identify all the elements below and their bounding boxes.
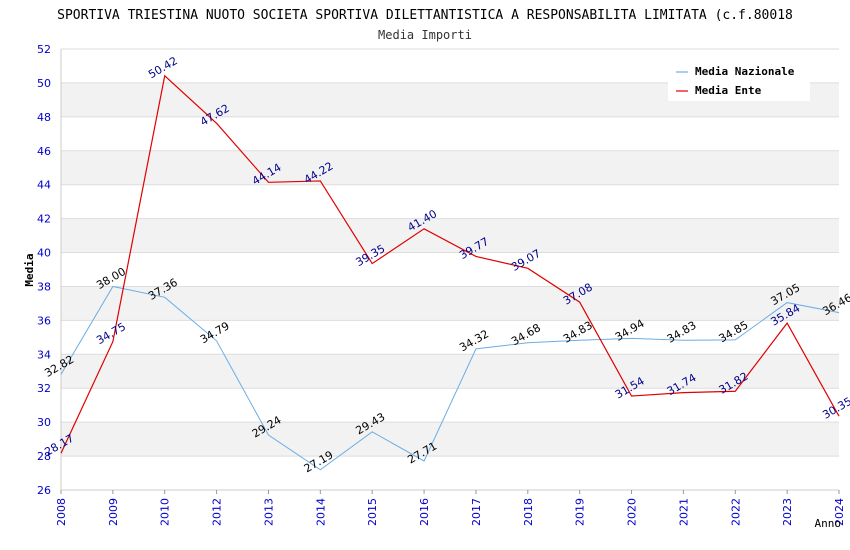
- x-axis-label: Anno: [815, 517, 842, 530]
- y-tick-label: 30: [37, 416, 51, 429]
- y-axis-label: Media: [23, 253, 36, 286]
- x-tick-label: 2014: [314, 498, 327, 526]
- gridlines: [61, 48, 839, 491]
- x-axis-ticks: 2008 2009 2010 2012 2013 2014 2015 2016 2017 2018…: [55, 490, 846, 526]
- grid-band: [61, 320, 839, 355]
- y-tick-label: 46: [37, 145, 51, 158]
- y-tick-label: 52: [37, 43, 51, 56]
- x-tick-label: 2012: [211, 498, 224, 526]
- y-axis-ticks: 26 28 30 32 34 36 38 40 42 44 46 48 50 52: [37, 43, 51, 497]
- x-tick-label: 2023: [781, 498, 794, 526]
- grid-band: [61, 116, 839, 151]
- y-tick-label: 44: [37, 179, 51, 192]
- legend: Media Nazionale Media Ente: [668, 60, 810, 101]
- x-tick-label: 2009: [107, 498, 120, 526]
- x-tick-label: 2017: [470, 498, 483, 526]
- x-tick-label: 2010: [159, 498, 172, 526]
- chart-subtitle: Media Importi: [378, 28, 472, 42]
- x-tick-label: 2020: [626, 498, 639, 526]
- y-tick-label: 28: [37, 450, 51, 463]
- x-tick-label: 2024: [833, 498, 846, 526]
- x-tick-label: 2021: [677, 498, 690, 526]
- grid-band: [61, 218, 839, 253]
- grid-bands: [61, 49, 839, 490]
- y-tick-label: 36: [37, 314, 51, 327]
- series-lines: [60, 74, 840, 471]
- x-tick-label: 2016: [418, 498, 431, 526]
- y-tick-label: 34: [37, 348, 51, 361]
- series-line-media-nazionale: [60, 285, 840, 471]
- y-tick-label: 48: [37, 111, 51, 124]
- y-tick-label: 50: [37, 77, 51, 90]
- grid-band: [61, 422, 839, 457]
- chart-title: SPORTIVA TRIESTINA NUOTO SOCIETA SPORTIV…: [57, 8, 793, 23]
- grid-band: [61, 252, 839, 287]
- grid-band: [61, 184, 839, 219]
- x-tick-label: 2019: [574, 498, 587, 526]
- x-tick-label: 2008: [55, 498, 68, 526]
- y-tick-label: 40: [37, 247, 51, 260]
- x-tick-label: 2022: [729, 498, 742, 526]
- x-tick-label: 2013: [262, 498, 275, 526]
- y-tick-label: 26: [37, 484, 51, 497]
- y-tick-label: 42: [37, 213, 51, 226]
- grid-band: [61, 150, 839, 185]
- legend-box: [668, 60, 810, 101]
- grid-band: [61, 286, 839, 321]
- y-tick-label: 32: [37, 382, 51, 395]
- grid-band: [61, 354, 839, 389]
- legend-label-media-nazionale: Media Nazionale: [695, 65, 795, 78]
- y-tick-label: 38: [37, 280, 51, 293]
- x-tick-label: 2018: [522, 498, 535, 526]
- x-tick-label: 2015: [366, 498, 379, 526]
- series-line-media-ente: [60, 74, 840, 454]
- grid-band: [61, 456, 839, 490]
- legend-label-media-ente: Media Ente: [695, 84, 762, 97]
